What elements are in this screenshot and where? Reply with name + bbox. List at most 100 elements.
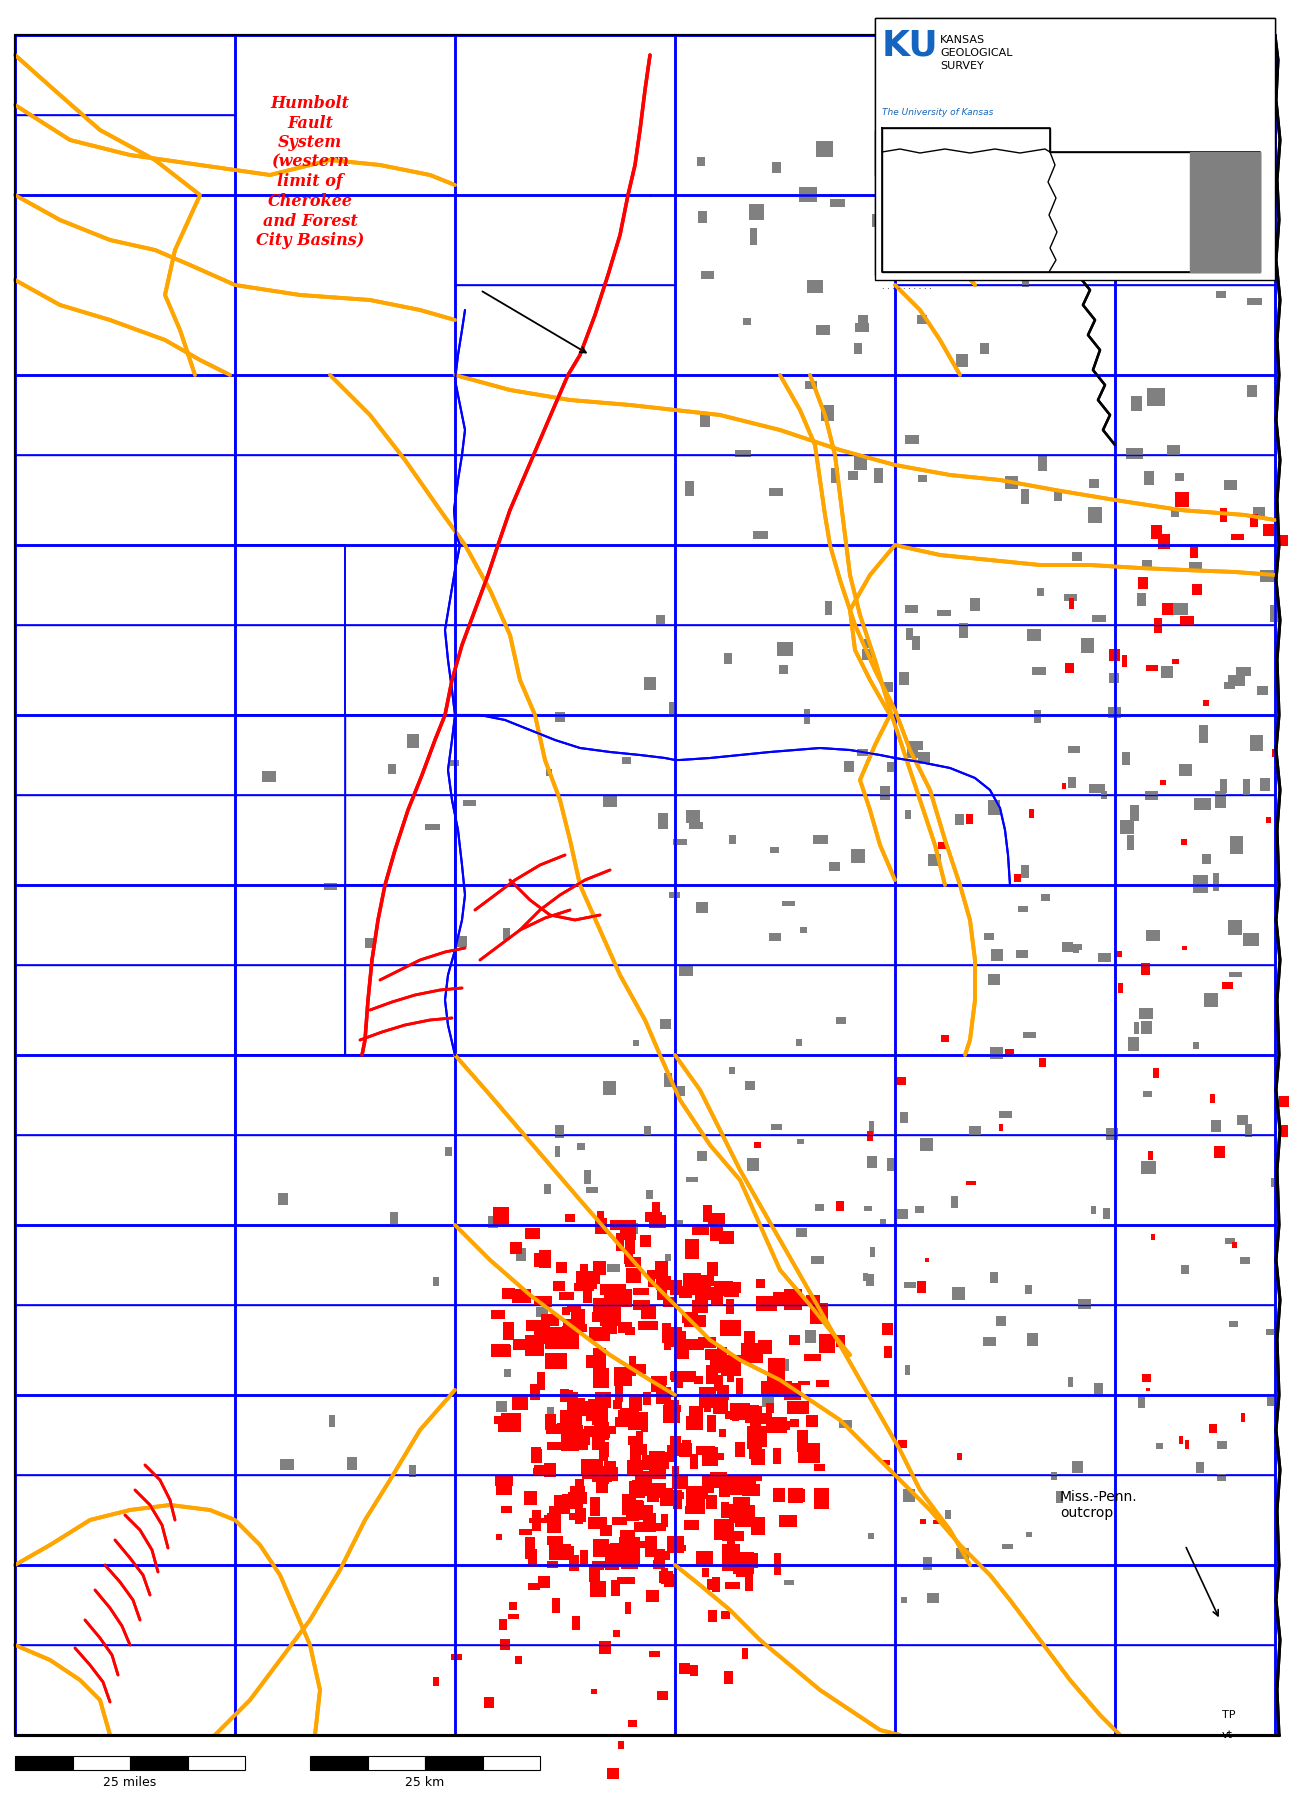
Bar <box>745 1554 758 1568</box>
Bar <box>425 1756 482 1771</box>
Bar <box>1117 951 1122 958</box>
Bar <box>1072 1460 1083 1473</box>
Bar <box>656 1387 671 1403</box>
Bar <box>1223 682 1235 689</box>
Bar <box>806 1329 816 1342</box>
Bar <box>784 1383 801 1399</box>
Bar <box>1141 1021 1152 1033</box>
Bar <box>582 1290 593 1302</box>
Text: KU: KU <box>881 29 939 63</box>
Bar <box>610 1555 627 1566</box>
Bar <box>1161 666 1174 678</box>
Bar <box>1173 603 1188 615</box>
Bar <box>647 1274 655 1286</box>
Bar <box>407 734 419 748</box>
Bar <box>814 1487 829 1509</box>
Bar <box>1143 1091 1152 1098</box>
Bar <box>642 1484 650 1496</box>
Bar <box>711 1292 723 1306</box>
Bar <box>1148 1152 1153 1161</box>
Bar <box>768 933 781 940</box>
Bar <box>554 1494 569 1514</box>
Bar <box>816 325 831 335</box>
Bar <box>263 771 276 782</box>
Bar <box>1193 875 1208 893</box>
Bar <box>571 1424 582 1435</box>
Bar <box>484 1697 494 1708</box>
Bar <box>589 1328 610 1342</box>
Bar <box>425 823 441 831</box>
Bar <box>554 1281 566 1292</box>
Bar <box>547 1406 554 1419</box>
Bar <box>1024 1285 1032 1293</box>
Bar <box>870 1247 875 1258</box>
Bar <box>1192 583 1203 596</box>
Bar <box>768 1358 785 1376</box>
Bar <box>734 1442 745 1457</box>
Bar <box>741 1342 763 1363</box>
Bar <box>957 1453 962 1460</box>
Bar <box>705 1401 711 1412</box>
Bar <box>590 1581 606 1597</box>
Bar <box>933 1520 941 1525</box>
Bar <box>541 1326 550 1344</box>
Bar <box>900 673 910 685</box>
Bar <box>714 1281 733 1295</box>
Bar <box>727 1371 734 1381</box>
Bar <box>672 840 688 845</box>
Bar <box>996 1317 1006 1326</box>
Bar <box>696 1290 706 1311</box>
Bar <box>567 1304 581 1311</box>
Bar <box>1214 1146 1225 1159</box>
Bar <box>512 1394 528 1410</box>
Bar <box>1184 1441 1188 1448</box>
Bar <box>612 1290 632 1306</box>
Bar <box>1141 1161 1157 1173</box>
Bar <box>526 1320 537 1331</box>
Bar <box>770 488 783 495</box>
Bar <box>1020 865 1030 877</box>
Bar <box>604 1460 616 1478</box>
Bar <box>844 761 854 771</box>
Bar <box>663 1408 680 1423</box>
Bar <box>663 1405 681 1412</box>
Bar <box>589 1399 607 1408</box>
Bar <box>854 343 862 353</box>
Bar <box>707 1263 718 1276</box>
Bar <box>771 1123 781 1130</box>
Bar <box>852 849 864 863</box>
Bar <box>566 1215 576 1222</box>
Bar <box>1242 1414 1245 1423</box>
Bar <box>750 1432 759 1444</box>
Bar <box>1074 947 1079 953</box>
Bar <box>564 1424 582 1435</box>
Bar <box>644 1125 651 1136</box>
Bar <box>456 936 467 947</box>
Bar <box>723 1552 740 1572</box>
Bar <box>720 1283 741 1293</box>
Bar <box>670 1281 681 1295</box>
Bar <box>1002 1545 1013 1548</box>
Bar <box>664 1401 679 1412</box>
Bar <box>816 1380 828 1387</box>
Bar <box>1180 840 1187 845</box>
Bar <box>599 1446 607 1460</box>
Bar <box>628 1412 649 1430</box>
Bar <box>615 1417 632 1426</box>
Bar <box>525 1227 540 1240</box>
Bar <box>572 1616 580 1629</box>
Bar <box>655 1261 668 1279</box>
Bar <box>1131 396 1143 411</box>
Bar <box>1219 779 1227 793</box>
Bar <box>1018 906 1028 911</box>
Bar <box>1264 524 1274 536</box>
Bar <box>445 1146 451 1157</box>
Bar <box>685 481 694 497</box>
Bar <box>592 1690 597 1694</box>
Bar <box>920 1520 926 1523</box>
Bar <box>629 1356 636 1376</box>
Bar <box>1010 244 1026 258</box>
Bar <box>558 1338 579 1349</box>
Bar <box>569 1324 586 1331</box>
Bar <box>1143 1374 1150 1381</box>
